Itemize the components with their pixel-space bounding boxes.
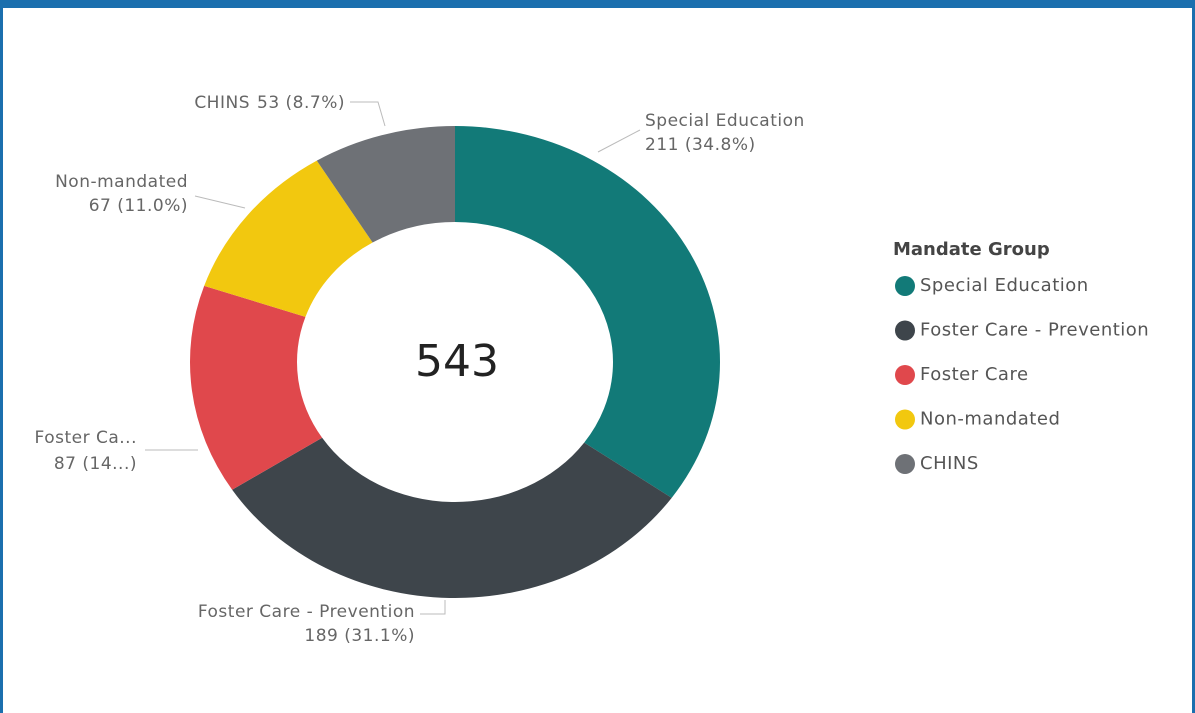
legend-marker [895,454,915,474]
slice-name: Foster Care - Prevention [198,602,415,622]
leader-line [350,101,386,127]
center-total: 543 [415,336,499,387]
legend-marker [895,320,915,341]
right-border [1192,0,1195,713]
legend-label: Non-mandated [920,409,1060,430]
slice-name: Special Education [645,111,805,131]
donut-slice [204,160,373,317]
top-bar [0,0,1195,8]
leader-line [420,600,446,615]
leader-line [597,129,641,153]
legend-label: CHINS [920,453,979,474]
slice-label: CHINS 53 (8.7%) [194,93,345,113]
slice-value: 53 (8.7%) [257,93,345,113]
legend-label: Special Education [920,275,1089,296]
legend-title: Mandate Group [893,239,1050,260]
slice-name: Foster Ca... [35,428,137,448]
donut-slice [455,126,720,498]
legend-marker [895,409,915,430]
donut-slice [189,285,323,490]
donut-slice [316,126,455,243]
slice-name: Non-mandated [55,172,188,192]
legend-marker [895,276,915,296]
slice-value: 67 (11.0%) [89,196,188,216]
slice-value: 87 (14...) [54,454,137,474]
leader-line [194,195,246,209]
donut-slice [232,437,672,599]
slice-value: 211 (34.8%) [645,135,756,155]
legend-label: Foster Care [920,364,1029,385]
legend-label: Foster Care - Prevention [920,320,1149,341]
left-border [0,0,3,713]
legend-marker [895,365,915,385]
slice-name: CHINS [194,93,250,113]
slice-value: 189 (31.1%) [304,626,415,646]
